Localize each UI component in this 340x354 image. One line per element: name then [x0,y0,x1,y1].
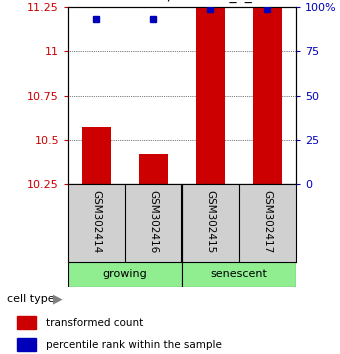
Text: growing: growing [103,269,147,279]
Bar [182,262,296,287]
Bar [82,127,111,184]
Text: GSM302414: GSM302414 [91,190,101,253]
Bar [17,338,36,350]
Text: ▶: ▶ [53,293,62,306]
Bar [196,7,225,184]
Text: percentile rank within the sample: percentile rank within the sample [46,339,222,350]
Text: senescent: senescent [210,269,267,279]
Text: GSM302417: GSM302417 [262,190,272,253]
Text: GSM302416: GSM302416 [149,190,158,253]
Bar [68,262,182,287]
Bar [253,7,282,184]
Text: GSM302415: GSM302415 [205,190,215,253]
Bar [17,316,36,329]
Title: GDS3492 / 200678_x_at: GDS3492 / 200678_x_at [98,0,266,3]
Bar [139,154,168,184]
Text: cell type: cell type [7,294,54,304]
Text: transformed count: transformed count [46,318,143,327]
